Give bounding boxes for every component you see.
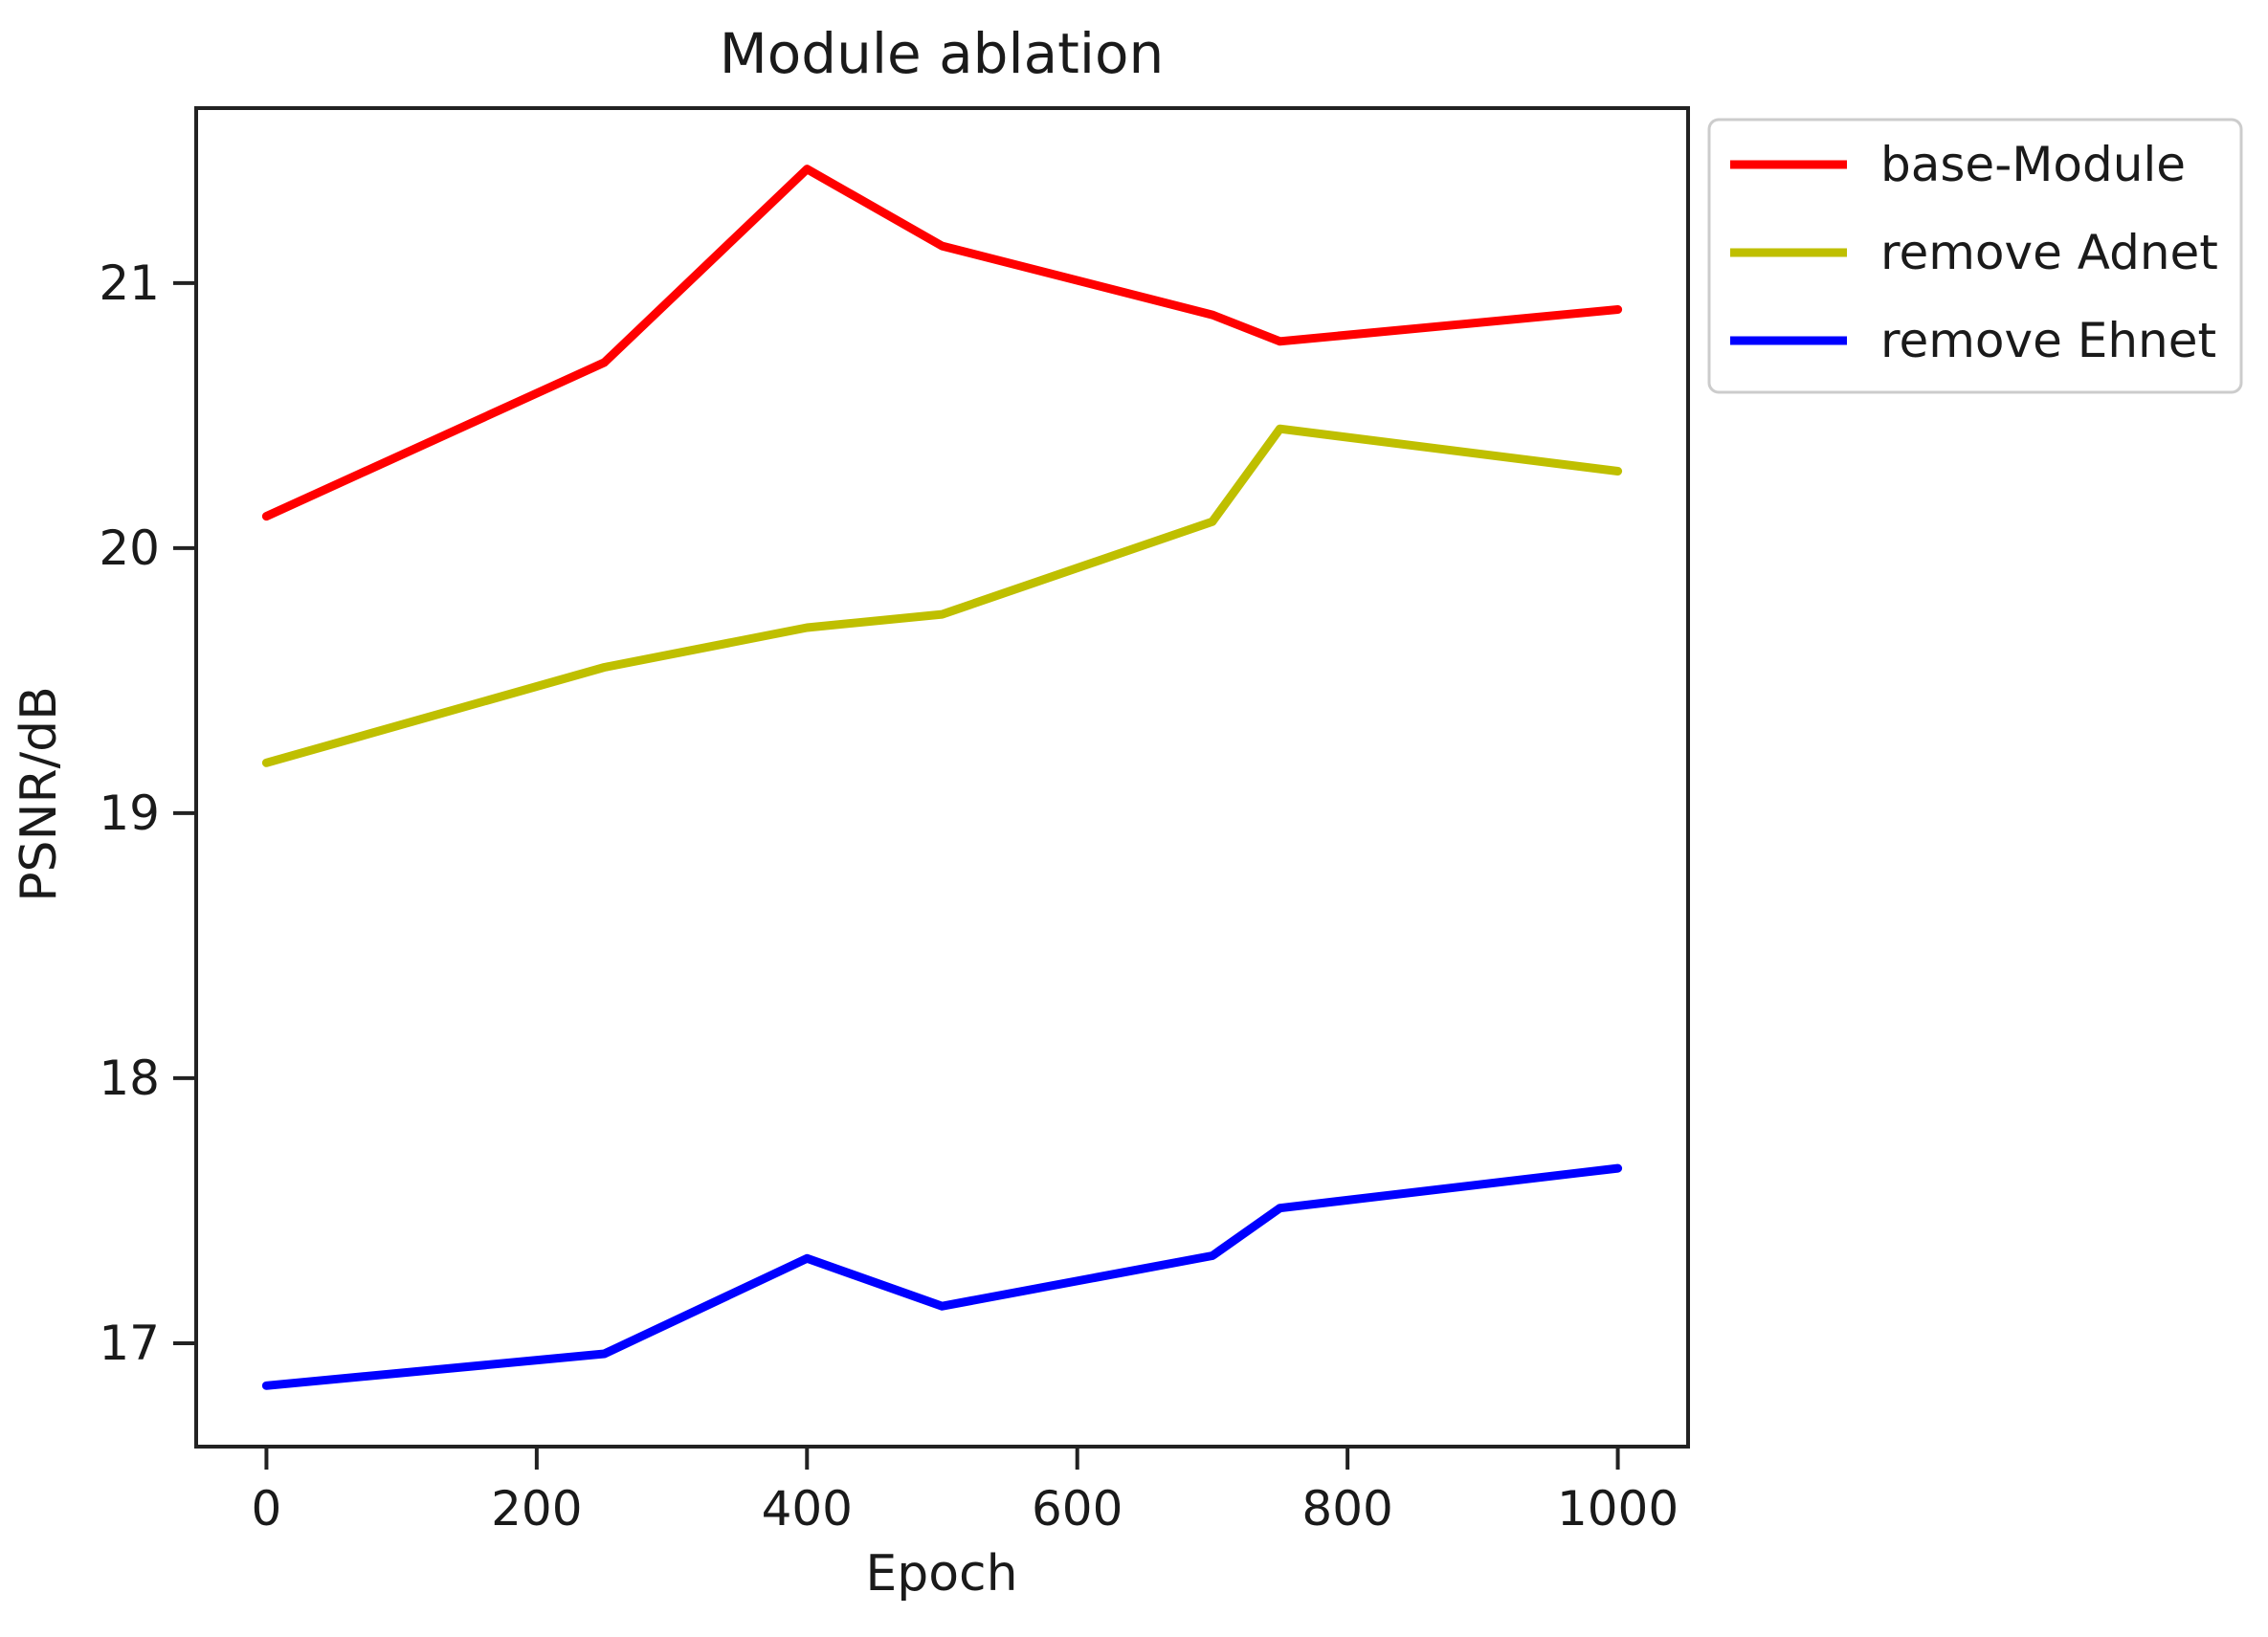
x-tick-label: 600 bbox=[1032, 1481, 1123, 1537]
x-tick-label: 800 bbox=[1301, 1481, 1392, 1537]
legend-box bbox=[1707, 118, 2243, 394]
x-tick-label: 1000 bbox=[1557, 1481, 1679, 1537]
y-tick-label: 18 bbox=[99, 1051, 160, 1106]
y-tick-label: 20 bbox=[99, 520, 160, 576]
series-line-1 bbox=[261, 424, 1623, 767]
legend: base-Module remove Adnet remove Ehnet bbox=[1707, 118, 2243, 394]
x-axis-label: Epoch bbox=[865, 1545, 1017, 1603]
legend-label: base-Module bbox=[1880, 137, 2186, 192]
x-tick-label: 400 bbox=[762, 1481, 853, 1537]
series-line-0 bbox=[261, 165, 1623, 521]
y-tick-label: 21 bbox=[99, 255, 160, 311]
y-tick-label: 19 bbox=[99, 785, 160, 841]
legend-label: remove Adnet bbox=[1880, 225, 2218, 280]
legend-item: base-Module bbox=[1730, 137, 2186, 192]
legend-item: remove Ehnet bbox=[1730, 313, 2216, 368]
series-lines bbox=[261, 165, 1623, 1390]
series-line-2 bbox=[261, 1163, 1623, 1390]
legend-label: remove Ehnet bbox=[1880, 313, 2216, 368]
chart-title: Module ablation bbox=[720, 21, 1164, 86]
legend-item: remove Adnet bbox=[1730, 225, 2218, 280]
x-tick-label: 0 bbox=[252, 1481, 282, 1537]
y-axis-label: PSNR/dB bbox=[11, 686, 68, 902]
plot-area bbox=[194, 106, 1690, 1449]
axis-ticks: 0 200 400 600 800 1000 17 18 19 20 21 bbox=[99, 255, 1679, 1537]
x-tick-label: 200 bbox=[491, 1481, 582, 1537]
y-tick-label: 17 bbox=[99, 1316, 160, 1371]
